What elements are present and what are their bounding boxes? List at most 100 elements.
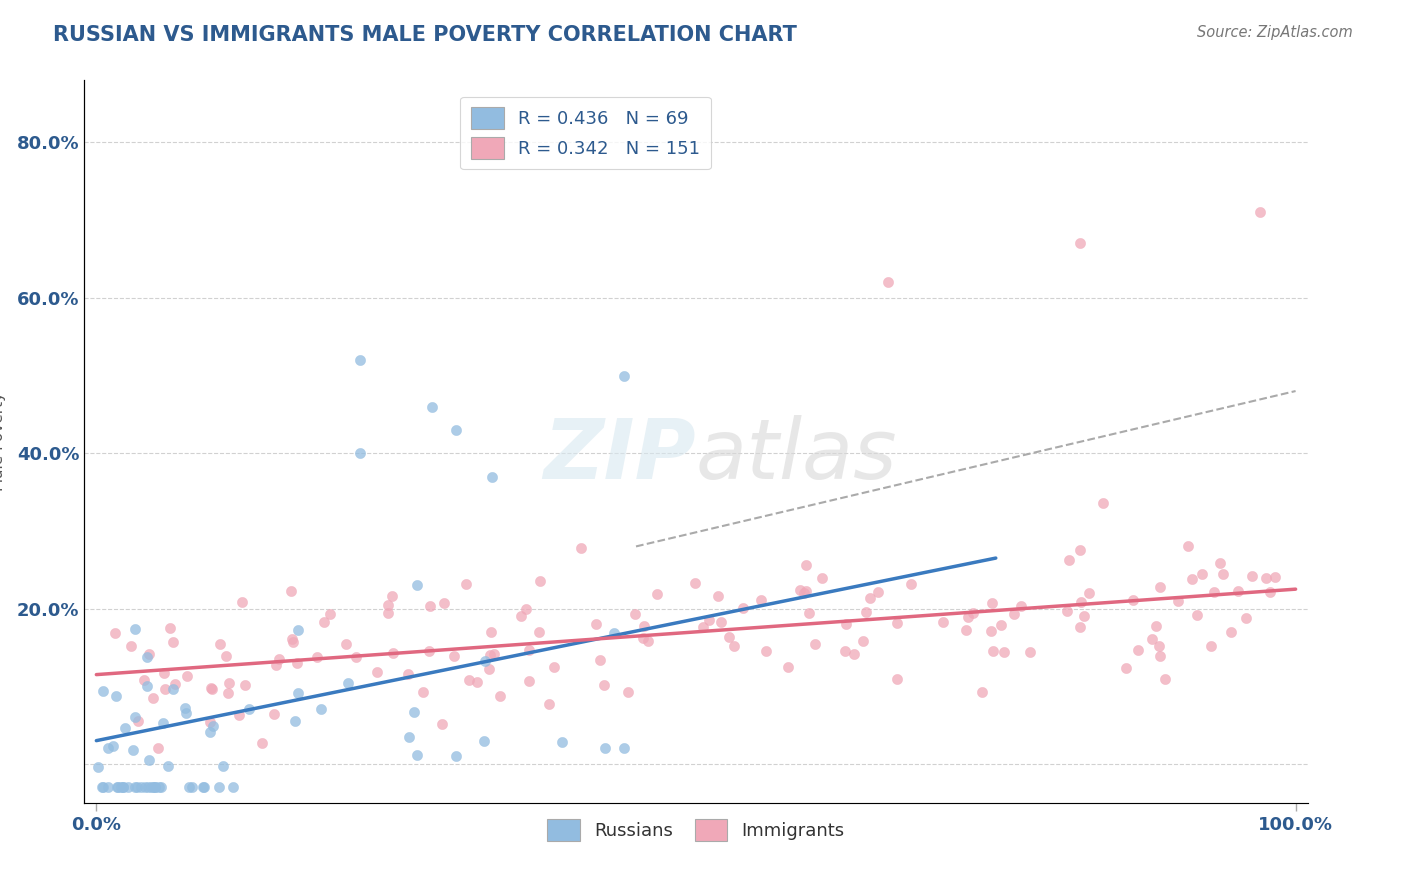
Point [886,673,908,687]
Point [1002,607,1025,621]
Point [104,690,127,704]
Point [215,649,238,664]
Point [980,624,1002,638]
Point [454,577,477,591]
Point [314,615,336,630]
Point [165,677,187,691]
Point [127,714,149,728]
Point [1149,580,1171,594]
Point [900,577,922,591]
Point [1059,553,1081,567]
Point [1264,570,1286,584]
Point [222,780,245,795]
Point [337,676,360,690]
Point [285,657,308,671]
Point [478,662,501,676]
Point [603,625,626,640]
Point [430,717,453,731]
Point [156,759,179,773]
Point [796,558,818,573]
Point [778,660,800,674]
Point [1147,639,1170,653]
Point [458,673,481,687]
Point [217,686,239,700]
Point [218,676,240,690]
Point [1234,611,1257,625]
Point [543,660,565,674]
Point [180,780,202,795]
Point [1258,585,1281,599]
Point [482,647,505,661]
Point [489,689,512,703]
Point [733,600,755,615]
Point [794,584,817,599]
Point [1070,595,1092,609]
Point [1177,539,1199,553]
Point [87,760,110,774]
Point [335,637,357,651]
Point [789,583,811,598]
Point [238,702,260,716]
Point [398,730,420,744]
Point [124,780,146,795]
Point [723,639,745,653]
Point [981,644,1004,658]
Point [305,649,328,664]
Legend: Russians, Immigrants: Russians, Immigrants [540,812,852,848]
Point [510,608,533,623]
Point [972,685,994,699]
Point [349,446,371,460]
Point [212,759,235,773]
Point [287,686,309,700]
Point [569,541,592,555]
Point [633,618,655,632]
Point [112,780,135,795]
Point [749,593,772,607]
Point [981,596,1004,610]
Point [142,691,165,706]
Point [124,623,146,637]
Point [517,643,540,657]
Point [91,780,114,795]
Point [797,606,820,620]
Point [1122,593,1144,607]
Point [287,623,309,637]
Point [1144,618,1167,632]
Point [267,652,290,666]
Point [152,716,174,731]
Point [179,780,201,795]
Point [481,469,503,483]
Point [148,780,170,795]
Point [1249,205,1271,219]
Point [153,666,176,681]
Point [200,681,222,695]
Point [1073,609,1095,624]
Point [120,640,142,654]
Point [231,595,253,609]
Point [150,780,173,795]
Point [804,637,827,651]
Point [201,718,224,732]
Point [443,649,465,664]
Point [852,633,875,648]
Point [97,780,120,795]
Point [418,644,440,658]
Point [617,685,640,699]
Point [811,571,834,585]
Point [125,780,148,795]
Point [122,742,145,756]
Point [153,682,176,697]
Point [1202,584,1225,599]
Point [159,622,181,636]
Point [124,710,146,724]
Point [146,740,169,755]
Point [866,585,889,599]
Point [280,584,302,599]
Point [1154,672,1177,686]
Point [139,780,162,795]
Point [263,707,285,722]
Point [193,780,215,795]
Point [319,607,342,622]
Point [550,735,572,749]
Point [143,780,166,795]
